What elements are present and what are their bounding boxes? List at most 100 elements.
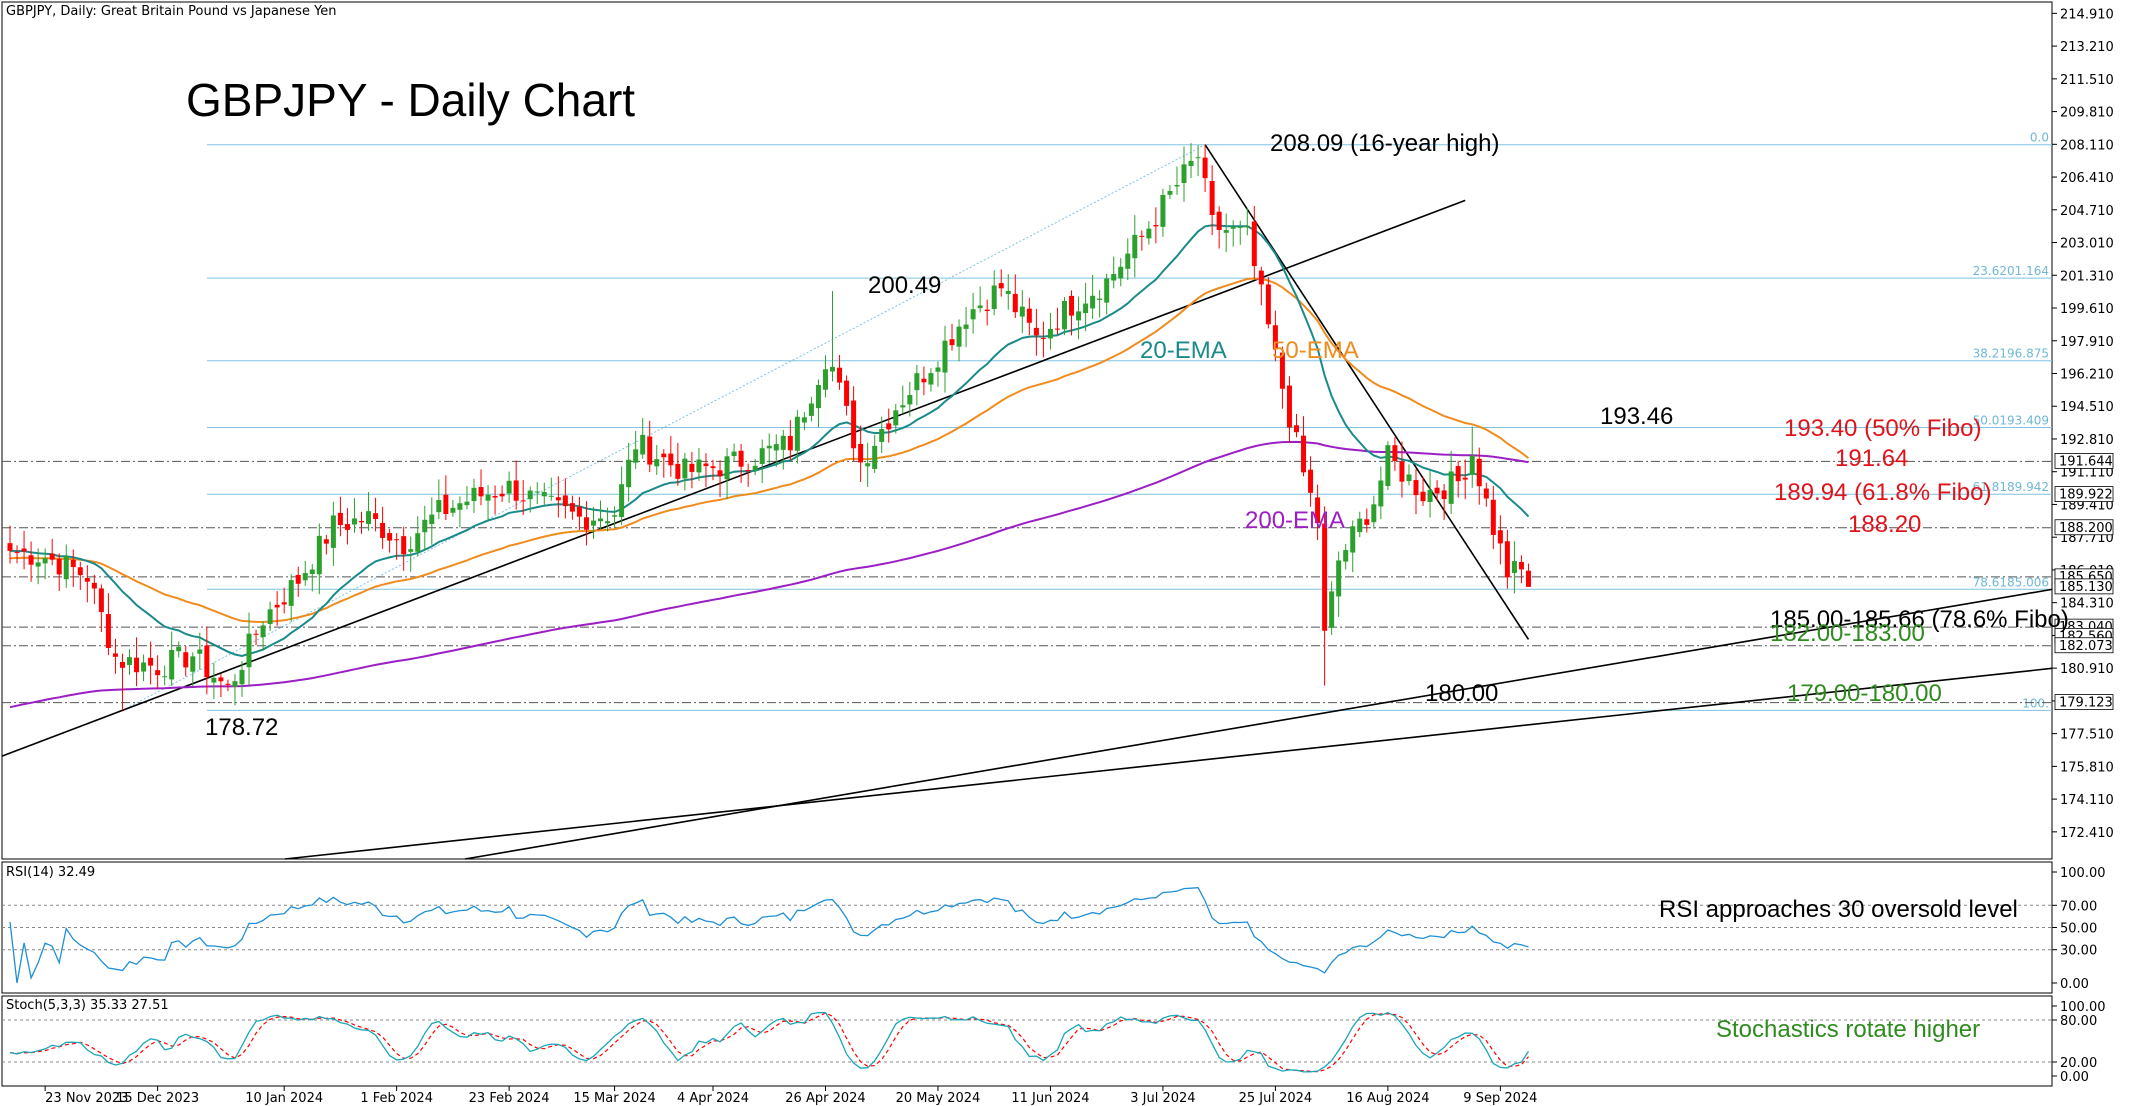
- candle-body: [1455, 466, 1461, 482]
- candle-body: [1378, 480, 1384, 507]
- stoch-tick-label: 100.00: [2060, 1000, 2106, 1015]
- candle-body: [612, 515, 618, 517]
- candle-body: [105, 614, 111, 648]
- price-tag-box: [2054, 637, 2114, 654]
- candle-body: [492, 495, 498, 498]
- x-tick-label: 25 Jul 2024: [1239, 1091, 1313, 1106]
- candle-body: [1434, 487, 1440, 494]
- candle-body: [1230, 226, 1236, 229]
- candle-body: [450, 507, 456, 513]
- candle-body: [1195, 157, 1201, 159]
- candle-body: [471, 487, 477, 502]
- candle-body: [1427, 490, 1433, 502]
- candle-body: [436, 500, 442, 513]
- candle-body: [408, 549, 414, 552]
- candle-body: [1343, 550, 1349, 562]
- candle-body: [583, 517, 589, 530]
- candle-body: [1301, 435, 1307, 473]
- candle-body: [183, 652, 189, 668]
- candle-body: [1279, 352, 1285, 389]
- candle-body: [1069, 295, 1075, 316]
- x-tick-label: 23 Feb 2024: [469, 1091, 550, 1106]
- candle-body: [541, 492, 547, 497]
- candle-body: [506, 480, 512, 494]
- candle-body: [991, 285, 997, 309]
- fibo-label: 23.6201.164: [1973, 264, 2049, 278]
- candle-body: [562, 495, 568, 507]
- price-tick-label: 203.010: [2060, 237, 2114, 252]
- candle-body: [401, 536, 407, 555]
- price-tag: 188.200: [2059, 521, 2113, 536]
- candle-body: [302, 573, 308, 581]
- candle-body: [949, 339, 955, 346]
- candle-body: [1244, 225, 1250, 228]
- candle-body: [1322, 523, 1328, 631]
- candle-body: [1364, 519, 1370, 525]
- price-tag-box: [2054, 486, 2114, 502]
- candle-body: [1293, 425, 1299, 433]
- x-tick-label: 20 May 2024: [896, 1091, 981, 1106]
- candle-body: [281, 602, 287, 605]
- candle-body: [190, 656, 196, 672]
- price-annotation: 180.00: [1425, 680, 1498, 707]
- rising-trendline-lower: [464, 588, 2053, 860]
- candle-body: [569, 503, 575, 512]
- candle-body: [1392, 445, 1398, 462]
- candle-body: [844, 380, 850, 406]
- candle-body: [1329, 591, 1335, 628]
- candle-body: [457, 503, 463, 510]
- price-tag-box: [2054, 453, 2114, 469]
- stoch-panel-border: [1, 995, 2053, 1087]
- candle-body: [1111, 274, 1117, 281]
- candle-body: [1441, 490, 1447, 500]
- candle-body: [1315, 497, 1321, 523]
- x-tick-label: 9 Sep 2024: [1463, 1091, 1537, 1106]
- candle-body: [696, 459, 702, 473]
- candle-body: [387, 533, 393, 541]
- candle-body: [309, 569, 315, 575]
- candle-body: [822, 369, 828, 390]
- candle-body: [1308, 469, 1314, 493]
- stoch-note: Stochastics rotate higher: [1716, 1016, 1980, 1043]
- price-tick-label: 189.410: [2060, 498, 2114, 513]
- ema200-line: [9, 440, 1529, 709]
- candle-body: [42, 558, 48, 564]
- candle-body: [1371, 504, 1377, 523]
- ema-label: 20-EMA: [1140, 337, 1227, 364]
- fibo-label: 78.6185.006: [1973, 575, 2049, 589]
- candle-body: [1019, 306, 1025, 317]
- candle-body: [119, 661, 125, 668]
- candle-body: [1153, 225, 1159, 227]
- price-tick-label: 208.110: [2060, 138, 2114, 153]
- candle-body: [211, 677, 217, 683]
- candle-body: [394, 539, 400, 541]
- candle-body: [1090, 295, 1096, 309]
- candle-body: [555, 497, 561, 501]
- candle-body: [534, 491, 540, 493]
- stoch-d-line: [9, 1012, 1529, 1073]
- candle-body: [316, 535, 322, 575]
- candle-body: [351, 518, 357, 525]
- candle-body: [98, 588, 104, 613]
- candle-body: [1406, 474, 1412, 482]
- candle-body: [675, 463, 681, 479]
- candle-body: [21, 548, 27, 552]
- candle-body: [766, 445, 772, 449]
- candle-body: [752, 465, 758, 471]
- candle-body: [907, 394, 913, 405]
- candle-body: [1336, 560, 1342, 597]
- candle-body: [148, 657, 154, 666]
- candle-body: [1448, 471, 1454, 504]
- candle-body: [970, 309, 976, 320]
- candle-body: [274, 604, 280, 608]
- candle-body: [35, 562, 41, 567]
- candle-body: [337, 512, 343, 526]
- x-tick-label: 10 Jan 2024: [245, 1091, 323, 1106]
- candle-body: [548, 495, 554, 497]
- fibo-label: 61.8189.942: [1973, 480, 2049, 494]
- price-tick-label: 192.810: [2060, 433, 2114, 448]
- price-annotation: 185.00-185.66 (78.6% Fibo): [1770, 606, 2069, 633]
- candle-body: [1525, 570, 1531, 587]
- candle-body: [1040, 338, 1046, 340]
- x-tick-label: 15 Dec 2023: [116, 1091, 199, 1106]
